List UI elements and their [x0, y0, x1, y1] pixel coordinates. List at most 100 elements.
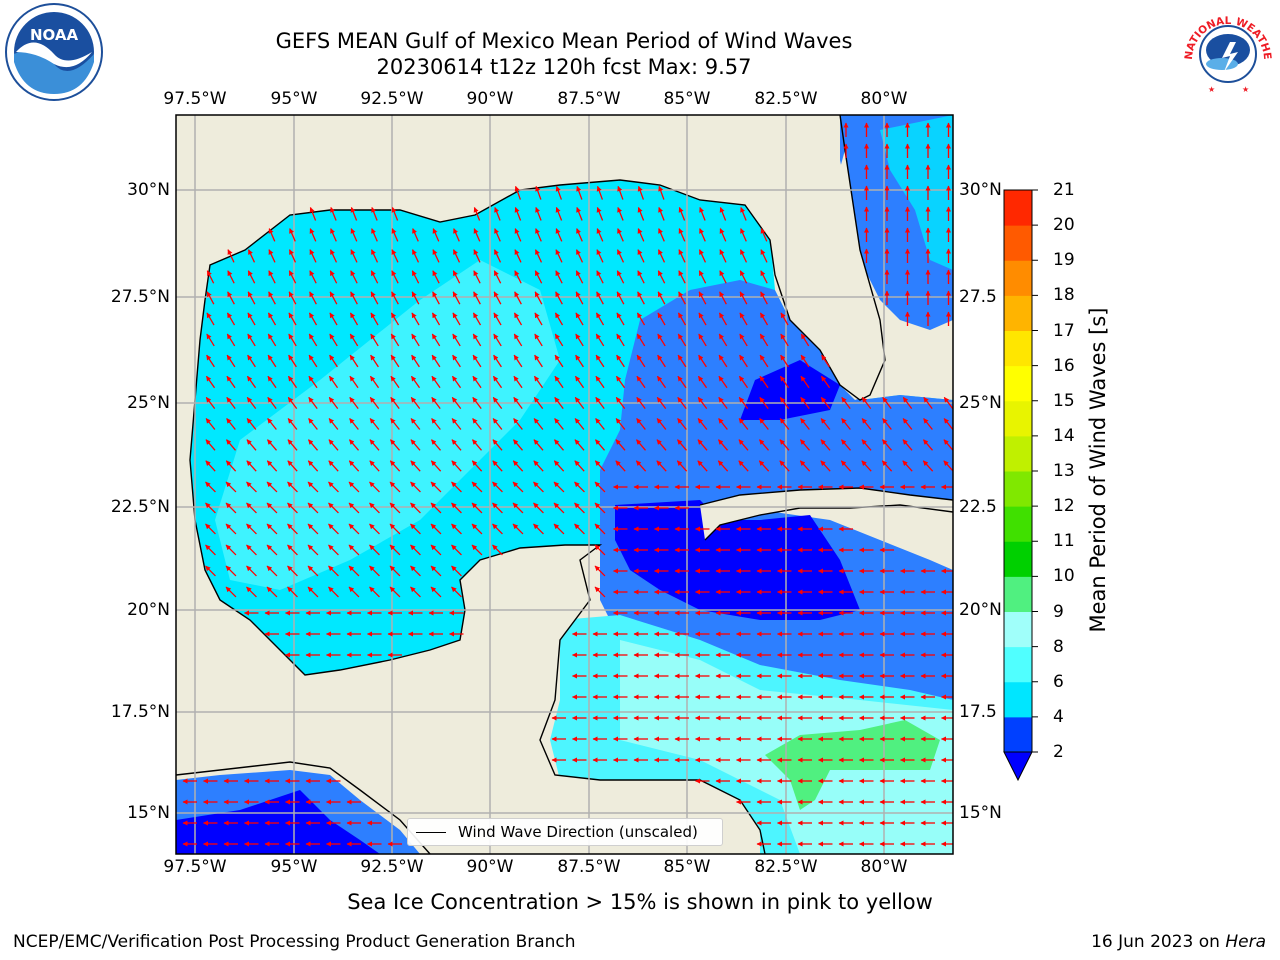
- wind-wave-arrow: [555, 291, 563, 305]
- wind-wave-arrow: [267, 354, 277, 368]
- wind-wave-arrow: [841, 396, 851, 409]
- wind-wave-arrow: [902, 396, 913, 409]
- wind-wave-arrow: [615, 460, 626, 472]
- wind-wave-arrow: [799, 439, 811, 451]
- wind-wave-arrow: [656, 375, 667, 389]
- wind-wave-arrow: [758, 460, 770, 472]
- wind-wave-arrow: [226, 312, 236, 326]
- lon-tick-bottom: 92.5°W: [360, 857, 424, 877]
- wind-wave-arrow: [266, 439, 278, 451]
- wind-wave-arrow: [698, 312, 707, 326]
- wind-wave-arrow: [369, 502, 380, 514]
- wind-wave-arrow: [330, 207, 337, 221]
- florida-land: [770, 150, 885, 400]
- wind-wave-arrow: [369, 375, 380, 389]
- wind-wave-arrow: [471, 502, 483, 514]
- wind-wave-arrow: [535, 185, 542, 200]
- wind-wave-arrow: [534, 291, 543, 305]
- wind-wave-arrow: [840, 460, 852, 472]
- wind-wave-arrow: [329, 270, 338, 284]
- wind-wave-arrow: [308, 375, 318, 389]
- wind-wave-arrow: [452, 291, 461, 305]
- lon-tick-bottom: 95°W: [270, 857, 318, 877]
- wind-wave-arrow: [492, 523, 503, 535]
- wind-wave-arrow: [923, 396, 933, 409]
- lat-tick-right: 25°N: [959, 393, 1002, 413]
- wind-wave-arrow: [596, 270, 604, 284]
- wind-wave-arrow: [247, 354, 256, 368]
- wind-wave-arrow: [370, 354, 379, 368]
- wind-wave-arrow: [697, 396, 708, 409]
- wind-wave-arrow: [759, 396, 769, 409]
- colorbar-tick-label: 12: [1053, 496, 1075, 517]
- wind-wave-arrow: [431, 312, 441, 326]
- wind-wave-arrow: [308, 333, 318, 347]
- wind-wave-arrow: [719, 270, 727, 284]
- wind-wave-arrow: [637, 228, 645, 242]
- wind-wave-arrow: [389, 439, 401, 451]
- wind-wave-arrow: [267, 418, 277, 430]
- wind-wave-arrow: [594, 523, 606, 535]
- lat-tick-left: 27.5°N: [110, 287, 170, 307]
- wind-wave-arrow: [389, 586, 401, 598]
- wind-wave-arrow: [923, 418, 933, 430]
- wind-wave-arrow: [266, 460, 278, 472]
- wind-wave-arrow: [799, 460, 811, 472]
- wind-wave-arrow: [349, 418, 359, 430]
- wind-wave-arrow: [451, 460, 462, 472]
- colorbar-segment: [1004, 225, 1032, 261]
- wind-wave-arrow: [308, 396, 318, 409]
- wind-wave-arrow: [205, 418, 216, 430]
- wind-wave-arrow: [677, 418, 687, 430]
- wind-wave-arrow: [820, 375, 831, 389]
- wind-wave-arrow: [595, 396, 605, 409]
- wind-wave-arrow: [576, 185, 583, 200]
- wind-wave-arrow: [759, 375, 769, 389]
- colorbar-segment: [1004, 541, 1032, 577]
- wind-wave-arrow: [637, 185, 645, 200]
- wind-wave-arrow: [820, 460, 831, 472]
- wind-wave-arrow: [759, 354, 769, 368]
- wind-wave-arrow: [266, 481, 278, 493]
- wind-wave-arrow: [430, 460, 442, 472]
- green-period-patch: [765, 720, 940, 810]
- colorbar-tick-label: 10: [1053, 566, 1075, 587]
- wind-wave-arrow: [206, 270, 215, 284]
- wind-wave-arrow: [328, 439, 339, 451]
- wind-wave-arrow: [430, 544, 442, 556]
- wind-wave-arrow: [432, 228, 440, 242]
- wind-wave-arrow: [391, 291, 399, 305]
- wind-wave-arrow: [739, 249, 748, 263]
- wind-wave-arrow: [635, 460, 647, 472]
- wind-wave-arrow: [616, 354, 625, 368]
- footer-machine: Hera: [1225, 932, 1266, 952]
- wind-wave-arrow: [349, 333, 359, 347]
- lat-tick-right: 22.5: [959, 497, 997, 517]
- wind-wave-arrow: [881, 460, 893, 472]
- wind-wave-arrow: [206, 291, 215, 305]
- colorbar-tick-label: 14: [1053, 425, 1075, 446]
- colorbar-segment: [1004, 681, 1032, 718]
- wind-wave-arrow: [740, 228, 747, 242]
- wind-wave-arrow: [307, 565, 319, 577]
- wind-wave-arrow: [760, 291, 768, 305]
- wind-wave-arrow: [206, 312, 215, 326]
- wind-wave-arrow: [943, 418, 953, 430]
- wind-wave-arrow: [575, 270, 584, 284]
- wind-wave-arrow: [473, 291, 481, 305]
- wind-wave-arrow: [943, 396, 953, 409]
- wind-wave-arrow: [206, 333, 215, 347]
- wind-wave-arrow: [596, 228, 604, 242]
- wind-wave-arrow: [677, 375, 687, 389]
- wind-wave-arrow: [780, 333, 789, 347]
- wind-wave-arrow: [739, 270, 748, 284]
- wind-wave-arrow: [287, 586, 298, 598]
- wind-wave-arrow: [289, 228, 296, 242]
- map-title: GEFS MEAN Gulf of Mexico Mean Period of …: [275, 29, 853, 53]
- wind-wave-arrow: [841, 418, 851, 430]
- wind-wave-arrow: [718, 418, 728, 430]
- lon-tick-bottom: 90°W: [466, 857, 514, 877]
- lon-tick-bottom: 85°W: [663, 857, 711, 877]
- map-subtitle: 20230614 t12z 120h fcst Max: 9.57: [376, 55, 752, 79]
- lon-tick-top: 97.5°W: [163, 89, 227, 109]
